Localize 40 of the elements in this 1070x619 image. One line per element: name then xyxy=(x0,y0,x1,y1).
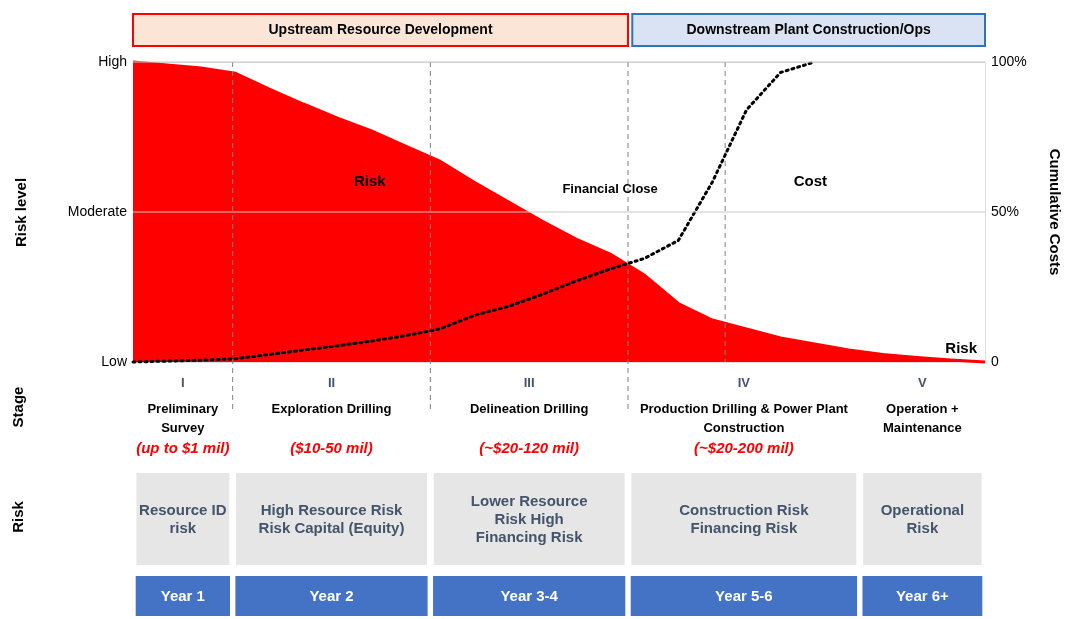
text: High Resource Risk Risk Capital (Equity) xyxy=(258,501,405,536)
text: Year 6+ xyxy=(895,587,950,604)
text: Year 1 xyxy=(160,587,205,604)
text: Delineation Drilling xyxy=(469,401,589,416)
text: 50% xyxy=(991,203,1020,219)
text: Year 3-4 xyxy=(500,587,559,604)
text: Moderate xyxy=(67,203,128,219)
text: Upstream Resource Development xyxy=(268,21,493,37)
annotation: Financial Close xyxy=(562,181,658,196)
text: (~$20-120 mil) xyxy=(479,439,579,456)
text: Resource ID risk xyxy=(139,501,227,536)
text: Exploration Drilling xyxy=(271,401,392,416)
text: Operation + Maintenance xyxy=(883,401,962,435)
text: Construction Risk Financing Risk xyxy=(679,501,810,536)
annotation: Cost xyxy=(793,172,828,189)
y-axis-title: Risk level xyxy=(11,177,29,248)
text: Operational Risk xyxy=(880,501,965,536)
text: (up to $1 mil) xyxy=(136,439,230,456)
text: V xyxy=(918,375,928,390)
text: High xyxy=(98,53,127,69)
text: Preliminary Survey xyxy=(147,401,220,435)
text: Year 5-6 xyxy=(715,587,773,604)
text: Stage xyxy=(8,386,26,428)
text: Risk xyxy=(8,500,26,533)
text: 100% xyxy=(991,53,1027,69)
text: ($10-50 mil) xyxy=(290,439,373,456)
text: IV xyxy=(737,375,751,390)
text: Low xyxy=(101,353,128,369)
text: Year 2 xyxy=(309,587,354,604)
text: Lower Resource Risk High Financing Risk xyxy=(470,492,588,545)
text: 0 xyxy=(991,353,999,369)
y2-axis-title: Cumulative Costs xyxy=(1047,148,1064,276)
text: Production Drilling & Power Plant Construction xyxy=(639,401,849,435)
text: (~$20-200 mil) xyxy=(694,439,794,456)
annotation: Risk xyxy=(354,172,387,189)
text: II xyxy=(327,375,336,390)
series-label: Risk xyxy=(945,339,978,356)
text: III xyxy=(523,375,535,390)
text: I xyxy=(181,375,185,390)
text: Downstream Plant Construction/Ops xyxy=(686,21,931,37)
